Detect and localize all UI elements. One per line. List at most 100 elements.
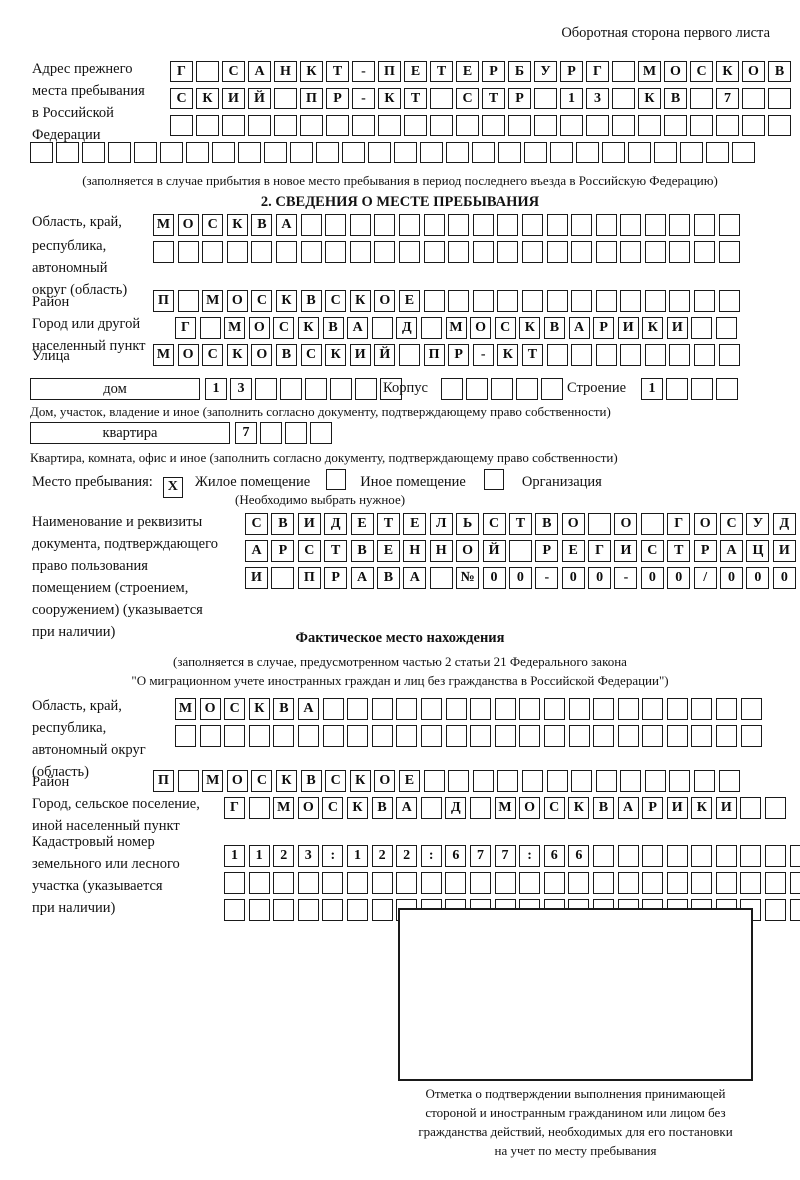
form-cell[interactable] [716,115,739,136]
form-cell[interactable]: Е [456,61,479,82]
form-cell[interactable]: 1 [205,378,227,400]
form-cell[interactable]: К [325,344,347,366]
form-cell[interactable] [316,142,339,163]
s2-region-row-2[interactable] [153,241,743,263]
form-cell[interactable] [199,725,221,747]
al-region-row-2[interactable] [175,725,765,747]
form-cell[interactable] [642,698,664,720]
form-cell[interactable] [224,872,245,894]
form-cell[interactable]: И [222,88,245,109]
stay-option-3-checkbox[interactable] [483,469,504,490]
form-cell[interactable] [519,725,541,747]
form-cell[interactable]: М [494,797,516,819]
form-cell[interactable]: В [371,797,393,819]
form-cell[interactable] [260,422,282,444]
form-cell[interactable]: М [202,770,224,792]
form-cell[interactable]: Т [521,344,543,366]
form-cell[interactable] [469,872,491,894]
stay-option-1-checkbox[interactable]: X [162,476,183,498]
form-cell[interactable] [644,241,666,263]
form-cell[interactable] [765,797,787,819]
form-cell[interactable] [472,214,494,236]
form-cell[interactable] [666,698,688,720]
form-cell[interactable]: 6 [445,845,467,867]
form-cell[interactable]: Д [445,797,467,819]
doc-row-3[interactable]: И П Р А В А № 0 0-0 0-0 0/0 0 0 [245,567,799,589]
form-cell[interactable]: С [494,317,516,339]
form-cell[interactable]: В [543,317,565,339]
form-cell[interactable] [571,770,593,792]
form-cell[interactable]: Н [429,540,453,562]
form-cell[interactable] [342,142,365,163]
form-cell[interactable]: Г [586,61,609,82]
form-cell[interactable]: Т [324,540,348,562]
form-cell[interactable] [251,241,273,263]
form-cell[interactable]: : [420,845,442,867]
form-cell[interactable]: С [224,698,246,720]
form-cell[interactable] [593,698,615,720]
form-cell[interactable] [273,872,295,894]
form-cell[interactable] [322,698,344,720]
form-cell[interactable] [56,142,79,163]
form-cell[interactable] [628,142,651,163]
form-cell[interactable]: М [224,317,246,339]
form-cell[interactable]: 0 [640,567,664,589]
form-cell[interactable] [423,770,445,792]
form-cell[interactable]: И [772,540,796,562]
form-cell[interactable] [740,698,762,720]
form-cell[interactable] [273,899,295,921]
form-cell[interactable]: Г [170,61,193,82]
form-cell[interactable] [508,540,532,562]
form-cell[interactable] [264,142,287,163]
form-cell[interactable] [290,142,313,163]
form-cell[interactable] [521,241,543,263]
form-cell[interactable]: 2 [396,845,418,867]
form-cell[interactable] [196,61,219,82]
form-cell[interactable] [346,872,368,894]
form-cell[interactable] [420,872,442,894]
form-cell[interactable]: К [378,88,401,109]
form-cell[interactable] [423,290,445,312]
form-cell[interactable]: П [423,344,445,366]
form-cell[interactable] [595,214,617,236]
form-cell[interactable]: С [273,317,295,339]
form-cell[interactable] [248,725,270,747]
form-cell[interactable] [429,567,453,589]
form-cell[interactable]: А [396,797,418,819]
form-cell[interactable]: 3 [230,378,252,400]
form-cell[interactable]: О [456,540,480,562]
form-cell[interactable]: Н [403,540,427,562]
form-cell[interactable] [226,241,248,263]
form-cell[interactable] [742,88,765,109]
form-cell[interactable] [543,725,565,747]
form-cell[interactable] [718,770,740,792]
form-cell[interactable]: М [273,797,295,819]
form-cell[interactable] [516,378,538,400]
form-cell[interactable] [224,725,246,747]
form-cell[interactable] [238,142,261,163]
form-cell[interactable] [448,290,470,312]
form-cell[interactable] [491,378,513,400]
form-cell[interactable]: К [248,698,270,720]
form-cell[interactable] [160,142,183,163]
form-cell[interactable]: А [347,317,369,339]
form-cell[interactable]: Д [324,513,348,535]
form-cell[interactable] [497,290,519,312]
form-cell[interactable]: С [325,290,347,312]
form-cell[interactable]: Р [326,88,349,109]
form-cell[interactable]: Д [772,513,796,535]
form-cell[interactable]: К [196,88,219,109]
form-cell[interactable] [612,61,635,82]
form-cell[interactable] [398,214,420,236]
form-cell[interactable]: О [297,797,319,819]
form-cell[interactable] [134,142,157,163]
form-cell[interactable] [325,214,347,236]
form-cell[interactable]: М [445,317,467,339]
form-cell[interactable] [642,845,664,867]
form-cell[interactable] [691,872,713,894]
flat-cells[interactable]: 7 [235,422,335,444]
form-cell[interactable] [521,770,543,792]
form-cell[interactable]: В [592,797,614,819]
form-cell[interactable] [654,142,677,163]
